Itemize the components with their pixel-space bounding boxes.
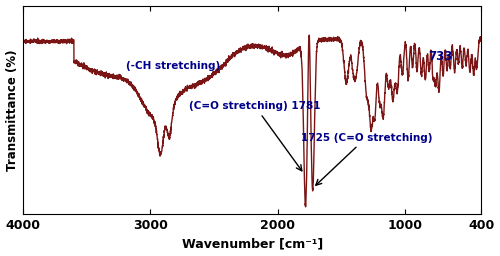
Text: (-CH stretching): (-CH stretching) xyxy=(126,61,220,71)
Text: 733: 733 xyxy=(428,50,453,63)
Text: (C=O stretching) 1781: (C=O stretching) 1781 xyxy=(189,101,320,171)
X-axis label: Wavenumber [cm⁻¹]: Wavenumber [cm⁻¹] xyxy=(182,238,323,250)
Y-axis label: Transmittance (%): Transmittance (%) xyxy=(6,49,19,170)
Text: 1725 (C=O stretching): 1725 (C=O stretching) xyxy=(300,133,432,185)
